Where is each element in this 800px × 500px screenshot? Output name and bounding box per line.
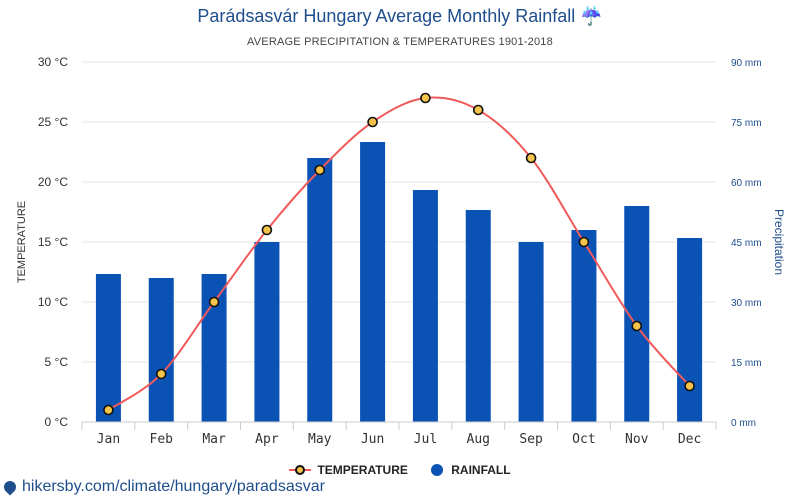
temperature-line-layer <box>103 92 695 416</box>
chart-legend: TEMPERATURE RAINFALL <box>0 463 800 479</box>
legend-label-temperature: TEMPERATURE <box>317 463 408 477</box>
temperature-point <box>684 380 695 392</box>
y-tick-label-left: 5 °C <box>45 355 69 369</box>
chart-title: Parádsasvár Hungary Average Monthly Rain… <box>197 6 603 26</box>
temperature-line <box>107 96 691 411</box>
rainfall-bar <box>677 238 703 422</box>
y-tick-label-left: 0 °C <box>45 415 69 429</box>
rainfall-bar <box>148 278 174 422</box>
legend-item-rainfall[interactable]: RAINFALL <box>431 463 511 477</box>
x-tick-label: Sep <box>519 432 543 447</box>
source-link-text: hikersby.com/climate/hungary/paradsasvar <box>22 478 325 495</box>
y-tick-label-left: 25 °C <box>38 115 68 129</box>
temperature-point <box>208 296 220 308</box>
location-pin-icon <box>1 478 19 496</box>
x-tick-label: Jun <box>361 432 384 447</box>
rainfall-bar <box>465 210 491 422</box>
temperature-point <box>578 236 590 248</box>
y-tick-label-left: 30 °C <box>38 55 68 69</box>
axes: 0 °C 0 mm 5 °C 15 mm 10 °C 30 mm 15 °C 45 mm 20 … <box>16 55 786 447</box>
x-tick-label: Oct <box>572 432 595 447</box>
chart-subtitle: AVERAGE PRECIPITATION & TEMPERATURES 190… <box>247 36 553 48</box>
rainfall-bars <box>95 142 703 422</box>
rainfall-bar <box>412 190 438 422</box>
x-tick-label: Jan <box>97 432 120 447</box>
x-tick-label: Aug <box>467 432 490 447</box>
x-tick-label: Feb <box>150 432 174 447</box>
y-tick-label-right: 45 mm <box>731 238 762 249</box>
y-axis-title-left: TEMPERATURE <box>16 201 28 283</box>
y-tick-label-right: 60 mm <box>731 178 762 189</box>
rainfall-bar <box>95 274 121 422</box>
temperature-point <box>472 104 484 116</box>
rainfall-bar <box>201 274 227 422</box>
y-tick-label-left: 20 °C <box>38 175 68 189</box>
grid-lines <box>82 61 716 423</box>
temperature-point <box>261 224 273 236</box>
x-tick-label: Mar <box>202 432 226 447</box>
x-tick-label: Jul <box>414 432 437 447</box>
x-tick-label: Apr <box>255 432 279 447</box>
y-tick-label-right: 15 mm <box>731 358 762 369</box>
temperature-point <box>525 152 537 164</box>
temperature-point <box>103 404 114 416</box>
y-tick-label-right: 30 mm <box>731 298 762 309</box>
y-tick-label-left: 15 °C <box>38 235 68 249</box>
rainfall-bar <box>360 142 386 422</box>
temperature-legend-icon <box>289 464 312 476</box>
temperature-point <box>367 116 378 128</box>
x-tick-label: May <box>308 432 332 447</box>
rainfall-bar <box>307 158 333 422</box>
legend-item-temperature[interactable]: TEMPERATURE <box>289 463 408 477</box>
temperature-point <box>314 164 326 176</box>
rainfall-legend-icon <box>431 464 444 476</box>
rainfall-bar <box>254 242 280 422</box>
rainfall-bar <box>518 242 544 422</box>
temperature-point <box>631 320 643 332</box>
x-tick-label: Dec <box>678 432 701 447</box>
y-tick-label-right: 90 mm <box>731 58 762 69</box>
source-link[interactable]: hikersby.com/climate/hungary/paradsasvar <box>1 478 325 496</box>
y-tick-label-left: 10 °C <box>38 295 68 309</box>
temperature-point <box>420 92 431 104</box>
rainfall-bar <box>571 230 597 422</box>
temperature-point <box>155 368 167 380</box>
x-tick-label: Nov <box>625 432 649 447</box>
legend-label-rainfall: RAINFALL <box>451 463 511 477</box>
y-tick-label-right: 0 mm <box>731 418 756 429</box>
y-tick-label-right: 75 mm <box>731 118 762 129</box>
y-axis-title-right: Precipitation <box>772 209 786 275</box>
